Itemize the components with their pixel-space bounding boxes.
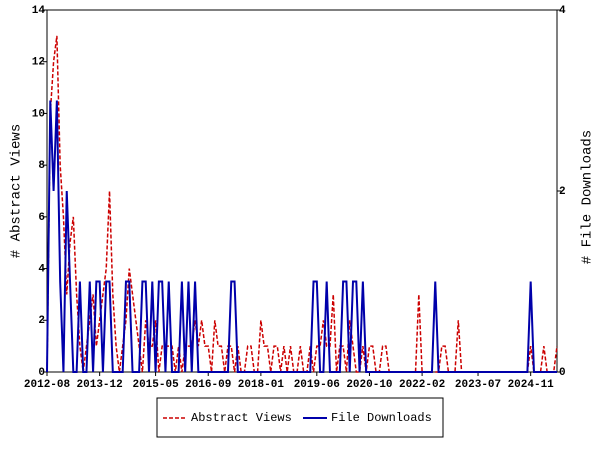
series-line [46, 100, 557, 373]
x-tick-label: 2023-07 [455, 379, 501, 391]
y-tick-label: 8 [38, 160, 45, 172]
legend-box [156, 397, 444, 438]
y2-tick-label: 2 [559, 186, 566, 198]
x-tick-label: 2016-09 [185, 379, 231, 391]
y2-tick-label: 0 [559, 367, 566, 379]
y-tick-label: 6 [38, 212, 45, 224]
x-tick-label: 2022-02 [399, 379, 445, 391]
x-tick-label: 2020-10 [346, 379, 392, 391]
y-tick-label: 0 [38, 367, 45, 379]
plot-frame [46, 9, 558, 373]
y-tick-label: 14 [32, 5, 46, 17]
x-tick-label: 2015-05 [132, 379, 179, 391]
series-line [46, 35, 558, 373]
y2-tick-label: 4 [559, 5, 566, 17]
y-tick-label: 12 [32, 57, 45, 69]
y-tick-label: 10 [32, 108, 45, 120]
x-tick-label: 2013-12 [77, 379, 123, 391]
legend-label: Abstract Views [191, 411, 292, 425]
legend-label: File Downloads [331, 411, 432, 425]
y-tick-label: 4 [38, 263, 45, 275]
y2-axis-label: # File Downloads [580, 130, 596, 264]
y-axis-label: # Abstract Views [9, 124, 25, 258]
x-tick-label: 2024-11 [508, 379, 555, 391]
x-tick-label: 2019-06 [294, 379, 340, 391]
x-tick-label: 2018-01 [238, 379, 285, 391]
x-tick-label: 2012-08 [24, 379, 71, 391]
y-tick-label: 2 [38, 315, 45, 327]
